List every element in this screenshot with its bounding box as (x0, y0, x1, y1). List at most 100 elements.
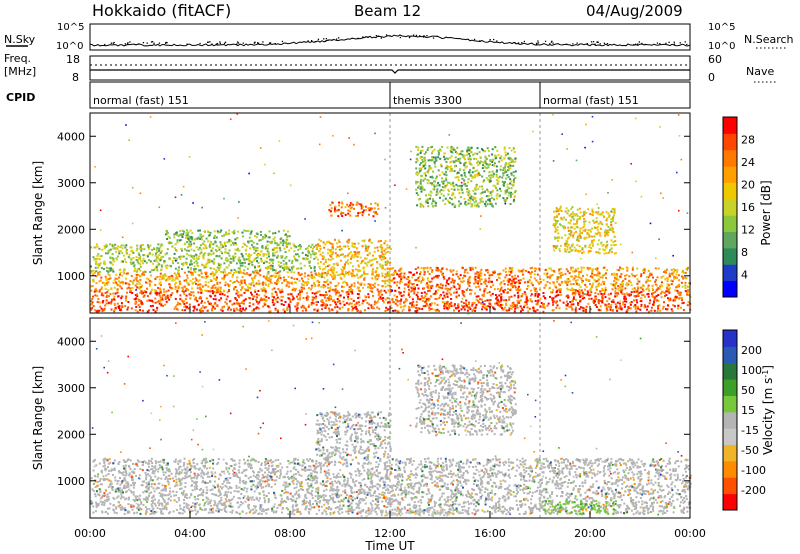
data-cell (434, 308, 437, 311)
data-cell (485, 200, 488, 203)
data-cell (565, 250, 568, 253)
data-cell (546, 276, 549, 279)
data-cell (382, 258, 385, 261)
data-cell (201, 276, 203, 279)
data-cell (262, 275, 265, 278)
data-cell (484, 158, 487, 161)
data-cell (501, 308, 504, 311)
data-cell (227, 285, 230, 288)
data-cell (268, 306, 271, 309)
data-cell (111, 243, 114, 246)
data-cell (468, 152, 471, 155)
data-cell (364, 247, 367, 250)
data-cell (605, 309, 608, 312)
data-cell (444, 203, 447, 205)
data-cell (508, 161, 511, 164)
data-cell (582, 307, 585, 310)
data-cell (445, 157, 448, 160)
data-cell (265, 267, 268, 270)
data-cell (341, 253, 344, 256)
data-cell (668, 287, 671, 290)
data-cell (587, 208, 590, 211)
data-cell (290, 247, 293, 250)
data-cell (408, 271, 411, 274)
data-cell (536, 273, 539, 276)
data-cell (291, 289, 294, 291)
data-cell (457, 158, 460, 161)
data-cell (136, 298, 139, 301)
data-cell (455, 183, 458, 186)
data-cell (400, 275, 403, 278)
data-cell (467, 146, 470, 149)
data-cell (578, 270, 580, 273)
data-cell (288, 269, 291, 272)
data-cell (344, 245, 347, 248)
data-cell (106, 283, 109, 286)
data-cell (604, 231, 606, 234)
data-cell (623, 293, 626, 296)
data-cell (321, 304, 324, 307)
data-cell (254, 290, 257, 293)
data-cell (485, 167, 488, 169)
data-cell (565, 304, 568, 307)
data-cell (293, 244, 296, 247)
data-cell (544, 284, 547, 287)
data-cell (578, 217, 581, 220)
data-cell (555, 291, 558, 294)
data-cell (434, 275, 437, 278)
data-cell (550, 274, 553, 277)
data-cell (191, 287, 193, 290)
data-cell (402, 308, 405, 311)
data-cell (462, 155, 465, 158)
data-cell (652, 288, 654, 291)
data-cell (284, 251, 287, 254)
data-cell (289, 292, 292, 295)
data-cell (156, 267, 159, 270)
data-cell (681, 285, 684, 288)
data-cell (585, 279, 588, 282)
data-cell (338, 295, 341, 298)
data-cell (343, 267, 346, 270)
data-cell (115, 273, 118, 276)
data-cell (453, 170, 456, 172)
data-cell (661, 307, 664, 310)
data-cell (654, 283, 657, 286)
data-cell (478, 273, 481, 276)
data-cell (271, 299, 274, 302)
data-cell (514, 160, 517, 163)
data-cell (308, 251, 311, 254)
data-cell (514, 307, 517, 310)
noise-search-point (389, 35, 391, 37)
data-cell (419, 182, 422, 185)
data-cell (498, 195, 501, 198)
data-cell (601, 298, 604, 301)
data-cell (249, 261, 252, 264)
data-cell (504, 288, 507, 291)
data-cell (488, 291, 491, 294)
data-cell (618, 289, 621, 292)
data-cell (233, 302, 236, 305)
data-cell (312, 282, 315, 284)
data-cell (677, 284, 679, 287)
data-cell (511, 267, 514, 269)
data-cell (274, 275, 277, 278)
data-cell (496, 169, 498, 172)
data-cell (512, 305, 514, 308)
data-cell (447, 193, 450, 196)
data-cell (335, 303, 338, 306)
data-cell (506, 279, 509, 282)
data-cell (627, 306, 630, 308)
data-cell (221, 277, 224, 280)
data-cell (363, 272, 365, 275)
noise-search-point (552, 42, 554, 44)
data-cell (273, 248, 276, 251)
data-cell (308, 287, 311, 290)
data-cell (579, 306, 582, 309)
data-cell (306, 254, 309, 257)
data-cell (285, 262, 288, 265)
data-cell (274, 282, 277, 284)
data-cell (647, 292, 650, 295)
data-cell (207, 275, 209, 278)
data-cell (243, 302, 245, 305)
data-cell (548, 277, 551, 280)
